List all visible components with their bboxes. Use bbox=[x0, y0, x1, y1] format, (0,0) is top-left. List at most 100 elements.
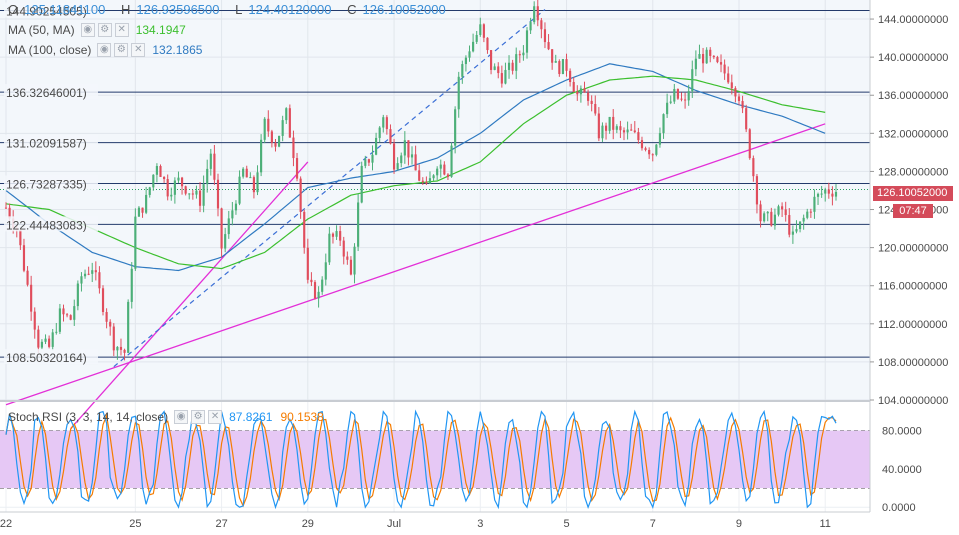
candle-body bbox=[594, 104, 597, 114]
support-trendline[interactable] bbox=[5, 123, 826, 406]
time-tick-label: 9 bbox=[736, 518, 742, 530]
gear-icon[interactable]: ⚙ bbox=[97, 23, 112, 37]
channel-trendline[interactable] bbox=[113, 9, 546, 368]
candle-body bbox=[73, 306, 76, 320]
candle-body bbox=[497, 66, 500, 74]
candle-body bbox=[694, 58, 697, 70]
ma50-label: MA (50, MA) bbox=[8, 23, 75, 37]
candle-body bbox=[252, 177, 255, 193]
gear-icon[interactable]: ⚙ bbox=[191, 410, 206, 424]
eye-icon[interactable]: ◉ bbox=[80, 23, 95, 37]
candle-body bbox=[648, 149, 651, 155]
candle-body bbox=[281, 120, 284, 136]
candle-body bbox=[19, 229, 22, 246]
level-label: 126.73287335) bbox=[6, 177, 87, 191]
candle-body bbox=[604, 125, 608, 131]
candle-body bbox=[806, 211, 809, 218]
candle-body bbox=[730, 82, 733, 89]
candle-body bbox=[662, 114, 665, 134]
candle-body bbox=[475, 34, 478, 42]
candle-body bbox=[328, 233, 331, 263]
candle-body bbox=[37, 329, 40, 348]
trendlines[interactable] bbox=[5, 9, 826, 430]
close-icon[interactable]: ✕ bbox=[208, 410, 223, 424]
ma50-value: 134.1947 bbox=[135, 23, 186, 37]
candle-body bbox=[576, 91, 579, 95]
candle-body bbox=[533, 6, 536, 23]
main-pane[interactable] bbox=[0, 0, 870, 400]
eye-icon[interactable]: ◉ bbox=[97, 43, 112, 57]
ma50-line bbox=[5, 75, 826, 270]
candle-body bbox=[741, 101, 744, 109]
price-tick-label: 120.00000000 bbox=[878, 243, 948, 255]
candle-body bbox=[755, 176, 759, 205]
open-label: O bbox=[8, 2, 19, 17]
candle-body bbox=[69, 315, 72, 320]
candle-body bbox=[267, 118, 270, 132]
candle-body bbox=[658, 133, 662, 145]
candle-body bbox=[608, 116, 611, 131]
candle-body bbox=[834, 191, 838, 197]
candle-body bbox=[310, 279, 313, 283]
candle-body bbox=[454, 109, 457, 146]
candle-body bbox=[188, 193, 191, 195]
candle-body bbox=[759, 204, 762, 222]
candle-body bbox=[809, 211, 812, 213]
candle-body bbox=[166, 179, 169, 197]
candle-body bbox=[119, 346, 123, 350]
candle-body bbox=[773, 214, 776, 226]
level-label: 136.32646001) bbox=[6, 86, 87, 100]
candle-body bbox=[213, 153, 216, 180]
stoch-axis[interactable]: 0.0000 40.0000 80.0000 bbox=[882, 426, 922, 515]
candle-body bbox=[4, 207, 8, 209]
candle-body bbox=[802, 217, 805, 222]
candle-body bbox=[421, 180, 424, 183]
close-icon[interactable]: ✕ bbox=[114, 23, 129, 37]
candle-body bbox=[673, 88, 676, 102]
candle-body bbox=[489, 50, 493, 70]
candle-body bbox=[195, 190, 198, 195]
time-tick-label: 3 bbox=[477, 518, 483, 530]
candle-body bbox=[62, 308, 65, 315]
time-tick-label: 22 bbox=[0, 518, 12, 530]
price-grid bbox=[0, 0, 870, 401]
candle-body bbox=[353, 246, 356, 275]
candle-body bbox=[389, 129, 392, 144]
candle-body bbox=[288, 108, 291, 138]
steep-trendline[interactable] bbox=[70, 161, 309, 430]
close-icon[interactable]: ✕ bbox=[131, 43, 146, 57]
candle-body bbox=[134, 216, 137, 269]
candle-body bbox=[148, 187, 151, 195]
gear-icon[interactable]: ⚙ bbox=[114, 43, 129, 57]
candle-body bbox=[525, 30, 529, 53]
price-tick-label: 112.00000000 bbox=[878, 319, 948, 331]
candlesticks bbox=[4, 0, 838, 361]
candle-body bbox=[543, 29, 547, 43]
candle-body bbox=[367, 159, 370, 163]
candle-body bbox=[216, 179, 220, 209]
candle-body bbox=[51, 332, 54, 347]
candle-body bbox=[439, 164, 442, 169]
stoch-k-value: 87.8261 bbox=[229, 410, 273, 424]
level-label: 122.44483083) bbox=[6, 218, 87, 232]
candle-body bbox=[612, 116, 615, 130]
candle-body bbox=[569, 70, 572, 82]
candle-body bbox=[597, 113, 600, 139]
time-tick-label: 7 bbox=[650, 518, 656, 530]
stoch-legend[interactable]: Stoch RSI (3, 3, 14, 14, close) ◉ ⚙ ✕ 87… bbox=[8, 410, 324, 424]
candle-body bbox=[723, 64, 726, 74]
eye-icon[interactable]: ◉ bbox=[174, 410, 189, 424]
candle-body bbox=[30, 284, 33, 312]
candle-body bbox=[529, 22, 532, 31]
candle-body bbox=[206, 168, 209, 185]
candle-body bbox=[766, 211, 769, 214]
stoch-tick-label: 0.0000 bbox=[882, 502, 916, 514]
ma100-legend[interactable]: MA (100, close) ◉ ⚙ ✕ 132.1865 bbox=[8, 43, 202, 57]
ma50-legend[interactable]: MA (50, MA) ◉ ⚙ ✕ 134.1947 bbox=[8, 23, 186, 37]
candle-body bbox=[443, 164, 446, 175]
candle-body bbox=[716, 57, 719, 63]
candle-body bbox=[536, 6, 539, 21]
time-axis[interactable]: 22 25 27 29 Jul 3 5 7 9 11 bbox=[0, 518, 831, 530]
candle-body bbox=[518, 54, 521, 56]
